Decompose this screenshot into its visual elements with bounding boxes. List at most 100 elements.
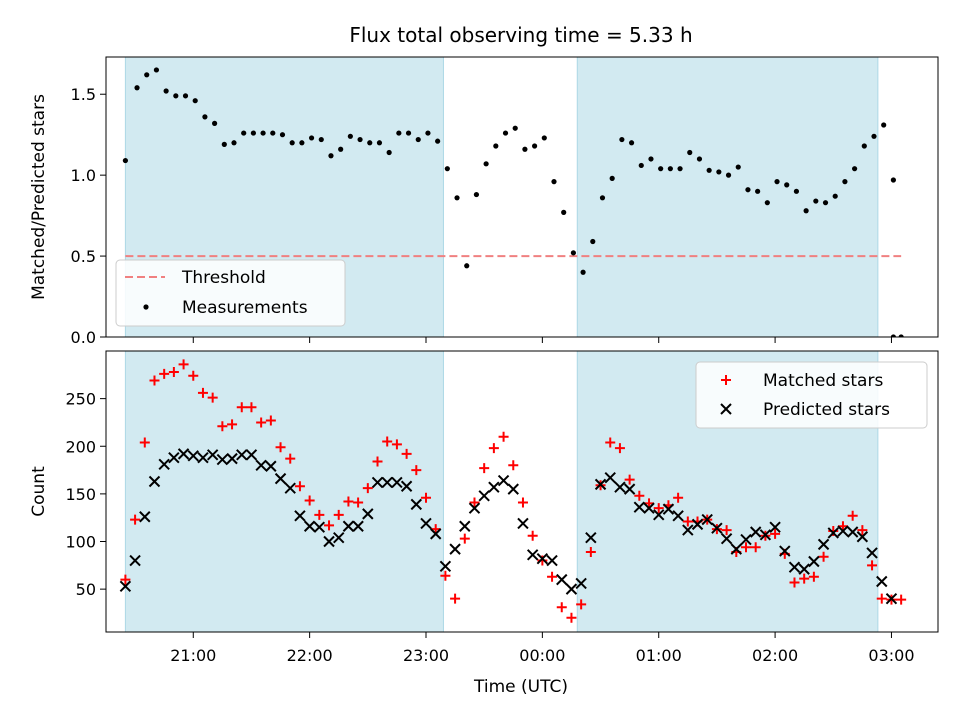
measurement-point: [881, 122, 887, 128]
predicted-star-point: [740, 533, 752, 546]
matched-star-point: [508, 460, 519, 471]
matched-star-point: [828, 526, 839, 537]
predicted-star-point: [672, 510, 684, 522]
predicted-star-point: [381, 476, 393, 489]
predicted-star-point: [517, 517, 529, 530]
measurement-point: [386, 149, 392, 156]
matched-star-point: [139, 437, 150, 448]
predicted-star-point: [459, 520, 471, 532]
measurement-point: [590, 238, 596, 245]
predicted-star-point: [653, 509, 665, 521]
predicted-star-point: [391, 476, 403, 489]
measurement-point: [677, 166, 683, 172]
predicted-star-point: [284, 482, 296, 494]
measurement-point: [376, 140, 383, 146]
measurement-point: [898, 334, 904, 337]
measurement-point: [832, 193, 838, 199]
measurement-point: [163, 88, 169, 94]
matched-star-point: [576, 599, 587, 610]
predicted-star-point: [720, 532, 733, 545]
measurement-point: [687, 149, 693, 156]
predicted-star-point: [837, 525, 849, 537]
matched-star-point: [837, 521, 848, 532]
matched-star-point: [527, 530, 538, 541]
x-tick-label: 00:00: [519, 646, 565, 665]
x-tick-label: 03:00: [868, 646, 914, 665]
predicted-star-point: [808, 555, 820, 568]
predicted-star-point: [158, 458, 170, 471]
legend-frame: [695, 361, 928, 429]
predicted-star-point: [265, 460, 277, 472]
predicted-star-point: [594, 478, 607, 491]
matched-star-point: [256, 417, 267, 428]
matched-star-point: [799, 573, 810, 584]
predicted-star-point: [575, 577, 587, 590]
measurement-point: [628, 140, 635, 146]
matched-star-point: [624, 474, 635, 485]
count-panel: 50 100 150 200 250 21:00 22:00 23:00 00:00 01:00 0…: [29, 350, 939, 665]
matched-star-point: [479, 463, 490, 474]
legend: Matched stars Predicted stars: [695, 361, 928, 429]
measurement-point: [260, 130, 266, 136]
legend-predicted-swatch: [720, 403, 732, 415]
predicted-star-point: [526, 549, 539, 561]
legend-threshold-label: Threshold: [181, 268, 266, 288]
measurement-point: [425, 130, 431, 136]
predicted-star-point: [730, 543, 743, 555]
measurement-point: [444, 166, 450, 172]
legend-predicted-label: Predicted stars: [763, 400, 890, 420]
matched-star-point: [770, 528, 781, 539]
measurement-point: [221, 141, 227, 147]
y-tick-label: 50: [76, 580, 96, 599]
measurement-point: [852, 166, 858, 172]
x-tick-label: 02:00: [752, 646, 798, 665]
predicted-star-point: [216, 453, 229, 466]
measurement-point: [745, 187, 751, 193]
predicted-star-point: [565, 583, 578, 595]
measurement-point: [599, 195, 606, 201]
predicted-star-point: [701, 513, 713, 526]
predicted-star-point: [633, 501, 646, 513]
matched-star-point: [673, 492, 684, 503]
matched-star-point: [333, 509, 344, 520]
measurement-point: [532, 143, 538, 149]
predicted-star-point: [846, 526, 859, 538]
measurement-point: [861, 143, 867, 149]
measurement-point: [493, 143, 499, 149]
measurement-point: [435, 138, 441, 144]
predicted-star-point: [749, 526, 762, 538]
matched-star-point: [130, 514, 141, 525]
matched-star-point: [605, 437, 616, 448]
x-axis-label: Time (UTC): [473, 677, 568, 697]
matched-star-point: [867, 560, 878, 571]
predicted-star-point: [439, 560, 452, 572]
measurement-point: [667, 166, 673, 172]
predicted-star-point: [682, 524, 694, 536]
predicted-star-point: [119, 580, 132, 592]
ratio-panel: 0.0 0.5 1.0 1.5 Matched/Predicted stars Thres…: [29, 56, 939, 347]
predicted-star-point: [168, 451, 180, 464]
measurement-point: [231, 140, 237, 146]
measurement-point: [396, 130, 402, 136]
matched-star-point: [614, 443, 625, 454]
predicted-star-point: [623, 483, 636, 495]
matched-star-point: [469, 497, 480, 508]
matched-star-point: [391, 439, 402, 450]
measurement-point: [871, 133, 877, 139]
measurement-point: [512, 125, 518, 131]
measurement-point: [318, 136, 324, 143]
matched-star-point: [566, 612, 577, 623]
matched-star-point: [682, 516, 693, 527]
matched-star-point: [430, 524, 441, 535]
predicted-star-point: [429, 528, 442, 540]
measurement-point: [454, 195, 460, 201]
matched-star-point: [285, 453, 296, 464]
measurement-point: [561, 209, 567, 215]
predicted-star-point: [885, 592, 898, 605]
matched-star-point: [634, 490, 645, 501]
matched-star-point: [585, 546, 596, 557]
measurement-point: [755, 188, 761, 194]
predicted-star-point: [303, 520, 316, 532]
measurement-point: [551, 179, 557, 185]
